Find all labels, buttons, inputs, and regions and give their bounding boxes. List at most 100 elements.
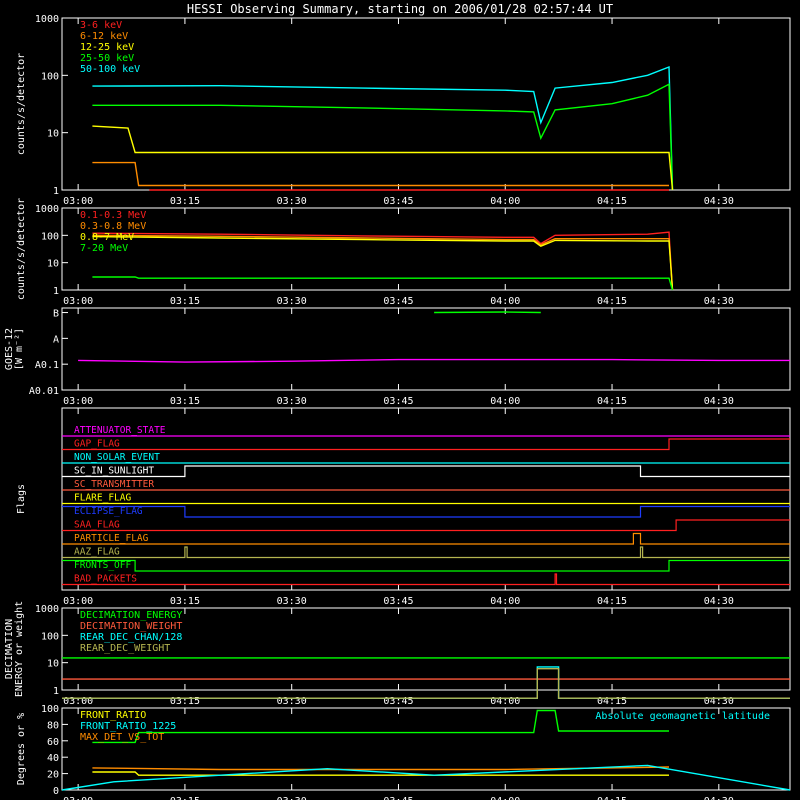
legend-entry: 12-25 keV <box>80 42 134 53</box>
flag-label: GAP_FLAG <box>74 439 120 450</box>
x-tick-label: 03:45 <box>383 196 413 207</box>
x-tick-label: 03:00 <box>63 396 93 407</box>
legend-entry: FRONT_RATIO <box>80 710 146 721</box>
x-tick-label: 03:15 <box>170 196 200 207</box>
x-tick-label: 03:30 <box>277 596 307 607</box>
series-7-20 MeV <box>92 276 674 291</box>
x-tick-label: 03:45 <box>383 696 413 707</box>
y-tick-label: 100 <box>41 231 59 242</box>
y-tick-label: 1000 <box>35 14 59 25</box>
panel-frame <box>61 207 791 291</box>
legend-entry: 50-100 keV <box>80 64 140 75</box>
x-tick-label: 03:30 <box>277 296 307 307</box>
y-axis-label: counts/s/detector <box>16 53 27 155</box>
x-tick-label: 03:00 <box>63 796 93 800</box>
flag-line <box>62 559 790 572</box>
y-tick-label: 10 <box>47 259 59 270</box>
panel-frame <box>61 307 791 391</box>
flag-label: PARTICLE_FLAG <box>74 533 149 544</box>
series-latitude <box>61 764 791 791</box>
flag-label: SAA_FLAG <box>74 520 120 531</box>
y-tick-label: 80 <box>47 720 59 731</box>
x-tick-label: 04:15 <box>597 396 627 407</box>
y-tick-label: A0.01 <box>29 386 59 397</box>
panel-goes: 03:00 03:15 03:30 03:45 04:00 04:15 04:30 GOES-… <box>4 307 791 407</box>
x-tick-label: 03:30 <box>277 696 307 707</box>
series-REAR_DEC_WEIGHT <box>62 668 790 699</box>
series-0.8-7 MeV <box>92 235 674 291</box>
y-tick-label: 100 <box>41 71 59 82</box>
series-REAR_DEC_CHAN/128 <box>62 666 790 699</box>
flag-line <box>62 505 790 518</box>
panel-frame <box>61 407 791 591</box>
x-tick-label: 03:00 <box>63 696 93 707</box>
flag-label: ECLIPSE_FLAG <box>74 506 143 517</box>
y-tick-label: B <box>53 309 59 320</box>
y-axis-label: DECIMATION <box>4 619 15 679</box>
x-tick-label: 03:00 <box>63 296 93 307</box>
flag-label: BAD_PACKETS <box>74 574 137 585</box>
legend-entry: FRONT_RATIO_1225 <box>80 721 176 732</box>
legend-entry: DECIMATION_ENERGY <box>80 610 182 621</box>
y-tick-label: 1000 <box>35 604 59 615</box>
flag-label: SC_IN_SUNLIGHT <box>74 466 154 477</box>
x-tick-label: 03:15 <box>170 696 200 707</box>
panels: 03:00 03:15 03:30 03:45 04:00 04:15 04:30 count… <box>4 14 791 800</box>
y-axis-label: counts/s/detector <box>16 198 27 300</box>
x-tick-label: 04:30 <box>704 596 734 607</box>
annotation: Absolute geomagnetic latitude <box>595 711 770 722</box>
flag-line <box>62 546 790 559</box>
y-tick-label: 100 <box>41 631 59 642</box>
y-tick-label: 100 <box>41 704 59 715</box>
y-axis-label: [W m⁻²] <box>14 328 25 370</box>
x-tick-label: 03:45 <box>383 596 413 607</box>
y-tick-label: 60 <box>47 737 59 748</box>
x-tick-label: 04:30 <box>704 796 734 800</box>
series-12-25 keV <box>92 125 674 191</box>
panel-frame <box>61 707 791 791</box>
legend-entry: 0.8-7 MeV <box>80 232 134 243</box>
panel-lightcurves-low: 03:00 03:15 03:30 03:45 04:00 04:15 04:30 count… <box>16 14 791 207</box>
flag-label: AAZ_FLAG <box>74 547 120 558</box>
x-tick-label: 04:30 <box>704 396 734 407</box>
series-50-100 keV <box>92 65 674 191</box>
flag-label: FRONTS_OFF <box>74 560 131 571</box>
x-tick-label: 04:00 <box>490 396 520 407</box>
x-tick-label: 04:30 <box>704 296 734 307</box>
y-tick-label: 1 <box>53 286 59 297</box>
panel-lightcurves-high: 03:00 03:15 03:30 03:45 04:00 04:15 04:30 count… <box>16 198 791 307</box>
x-tick-label: 03:15 <box>170 596 200 607</box>
y-tick-label: 1000 <box>35 204 59 215</box>
series-goes-long <box>78 358 790 363</box>
panel-flags: 03:00 03:15 03:30 03:45 04:00 04:15 04:30 Flags… <box>16 407 791 607</box>
y-axis-label: GOES-12 <box>4 328 15 370</box>
legend-entry: 3-6 keV <box>80 20 122 31</box>
y-tick-label: 1 <box>53 686 59 697</box>
panel-frame <box>61 607 791 691</box>
x-tick-label: 03:15 <box>170 396 200 407</box>
series-goes-short <box>434 311 541 314</box>
y-tick-label: 40 <box>47 753 59 764</box>
flag-label: NON_SOLAR_EVENT <box>74 452 160 463</box>
series-0.3-0.8 MeV <box>92 234 674 291</box>
flag-label: ATTENUATOR_STATE <box>74 425 166 436</box>
x-tick-label: 03:15 <box>170 296 200 307</box>
x-tick-label: 04:00 <box>490 596 520 607</box>
flag-label: FLARE_FLAG <box>74 493 131 504</box>
legend-entry: DECIMATION_WEIGHT <box>80 621 182 632</box>
y-axis-label: Flags <box>16 484 27 514</box>
x-tick-label: 04:30 <box>704 696 734 707</box>
flag-line <box>62 532 790 545</box>
legend-entry: 6-12 keV <box>80 31 128 42</box>
legend-entry: 7-20 MeV <box>80 243 128 254</box>
flag-line <box>62 465 790 478</box>
x-tick-label: 04:00 <box>490 196 520 207</box>
panel-frame <box>61 17 791 191</box>
x-tick-label: 04:15 <box>597 596 627 607</box>
y-tick-label: 10 <box>47 659 59 670</box>
series-FRONT_RATIO <box>92 709 669 744</box>
x-tick-label: 03:30 <box>277 796 307 800</box>
x-tick-label: 03:15 <box>170 796 200 800</box>
y-tick-label: 10 <box>47 129 59 140</box>
